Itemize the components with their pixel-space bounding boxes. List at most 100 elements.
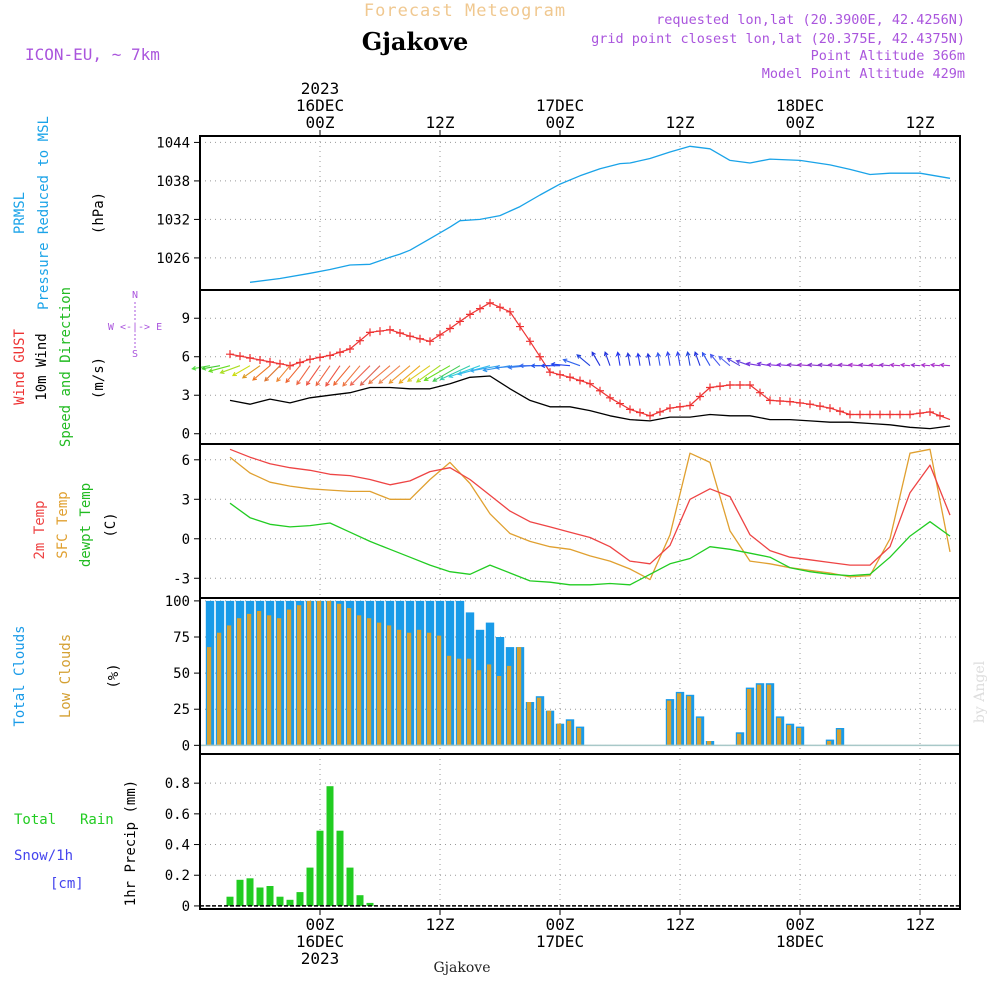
bottom-time-label: 00Z — [546, 915, 575, 934]
rain-bar — [306, 867, 314, 906]
gust-marker — [416, 334, 424, 343]
y-tick-label: 0 — [182, 532, 190, 548]
gust-marker — [786, 397, 794, 406]
wind-arrow — [305, 365, 321, 386]
prmsl-line — [249, 145, 951, 283]
wind-arrow — [241, 365, 261, 379]
low-cloud-bar — [797, 728, 802, 746]
rain-bar — [296, 892, 304, 906]
y-tick-label: 3 — [182, 388, 190, 404]
y-tick-label: 6 — [182, 453, 190, 469]
low-cloud-bar — [747, 689, 752, 746]
gust-marker — [666, 404, 674, 413]
bottom-time-label: 00Z — [786, 915, 815, 934]
low-cloud-bar — [277, 618, 282, 746]
gust-marker — [826, 404, 834, 413]
temp-side-labels: 2m Temp SFC Temp dewpt Temp (C) — [32, 483, 119, 567]
gust-marker — [386, 325, 394, 334]
y-tick-label: 1032 — [156, 212, 190, 228]
wind-arrow — [231, 365, 251, 377]
low-cloud-bar — [567, 720, 572, 746]
low-cloud-bar — [527, 702, 532, 746]
low-cloud-bar — [487, 664, 492, 746]
wind-arrow — [439, 365, 471, 381]
y-tick-label: 0 — [182, 738, 190, 754]
wind-arrow — [636, 352, 641, 366]
low-cloud-bar — [477, 670, 482, 746]
y-tick-label: 25 — [173, 702, 190, 718]
gust-marker — [436, 330, 444, 339]
rain-bar — [246, 878, 254, 906]
gust-marker — [446, 324, 454, 333]
low-cloud-bar — [497, 676, 502, 746]
y-tick-label: 1044 — [156, 135, 190, 151]
y-tick-label: 0.4 — [165, 838, 190, 854]
wind-arrow — [929, 362, 941, 368]
panel-border — [199, 289, 961, 445]
wind-arrow — [920, 362, 931, 368]
gust-marker — [276, 359, 284, 368]
low-cloud-bar — [767, 684, 772, 746]
wind-arrow — [191, 365, 211, 371]
gust-marker — [526, 337, 534, 346]
wind-arrow — [655, 351, 661, 366]
low-cloud-bar — [687, 696, 692, 746]
gust-marker — [316, 353, 324, 362]
rain-bar — [226, 896, 234, 906]
precip-panel: 0 0.2 0.4 0.6 0.8 — [165, 754, 960, 915]
t2m-line — [229, 448, 951, 566]
compass-ew: W <-|-> E — [108, 322, 162, 333]
low-cloud-bar — [267, 615, 272, 746]
gust-label: Wind GUST — [12, 329, 28, 405]
wind-arrow — [776, 362, 791, 368]
wind-arrow — [591, 351, 601, 366]
low-cloud-bar — [237, 618, 242, 746]
grid-point-coords: grid point closest lon,lat (20.375E, 42.… — [591, 31, 965, 47]
prmsl-label: PRMSL — [12, 192, 28, 234]
gust-marker — [506, 307, 514, 316]
wind-arrow — [333, 365, 351, 386]
low-cloud-bar — [287, 609, 292, 746]
wind-arrow — [378, 365, 401, 385]
wind-arrow — [701, 351, 711, 366]
gust-marker — [576, 376, 584, 385]
low-cloud-bar — [447, 655, 452, 746]
gust-marker — [236, 352, 244, 361]
gust-marker — [536, 352, 544, 361]
temp-unit: (C) — [103, 512, 119, 537]
low-cloud-bar — [307, 600, 312, 746]
wind-arrow — [349, 365, 371, 387]
supertitle: Forecast Meteogram — [364, 1, 566, 21]
gust-marker — [466, 310, 474, 319]
wind-arrow — [718, 355, 731, 367]
gust-marker — [696, 392, 704, 401]
gust-marker — [586, 379, 594, 388]
bottom-time-label: 00Z — [306, 915, 335, 934]
clouds-side-labels: Total Clouds Low Clouds (%) — [12, 625, 122, 726]
compass-south: S — [132, 349, 138, 360]
y-tick-label: 100 — [165, 594, 190, 610]
wind-side-labels: Wind GUST 10m Wind Speed and Direction (… — [12, 287, 162, 447]
gust-marker — [456, 317, 464, 326]
model-altitude: Model Point Altitude 429m — [762, 66, 965, 82]
watermark: by Angel — [972, 660, 988, 723]
gust-marker — [546, 368, 554, 377]
top-time-label: 18DEC — [776, 96, 824, 115]
wind-arrow — [219, 365, 241, 374]
low-cloud-bar — [427, 632, 432, 746]
total-clouds-label: Total Clouds — [12, 625, 28, 726]
low-cloud-bar — [517, 647, 522, 746]
wind-arrow — [252, 365, 271, 381]
bottom-time-label: 2023 — [301, 949, 340, 968]
wind-arrow — [910, 362, 921, 368]
gust-marker — [846, 410, 854, 419]
gust-marker — [366, 328, 374, 337]
wind-arrow — [208, 365, 231, 373]
gust-marker — [796, 398, 804, 407]
wind-arrow — [745, 361, 761, 367]
gust-marker — [406, 332, 414, 341]
bottom-time-label: 18DEC — [776, 932, 824, 951]
wind-arrow — [342, 365, 361, 387]
total-label: Total — [14, 812, 56, 828]
